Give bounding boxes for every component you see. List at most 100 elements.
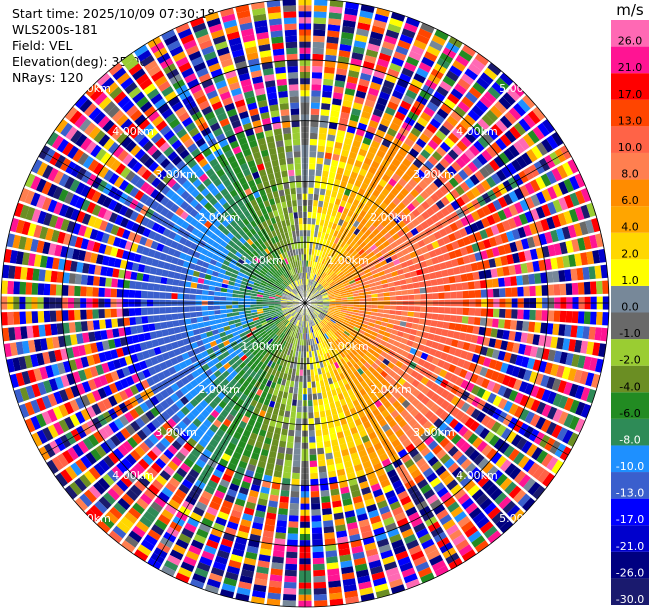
gate-cell: [292, 466, 300, 474]
gate-cell: [350, 145, 360, 154]
gate-cell: [366, 446, 375, 455]
gate-cell: [355, 335, 362, 341]
gate-cell: [347, 440, 356, 449]
gate-cell: [310, 478, 319, 486]
gate-cell: [381, 188, 390, 197]
gate-cell: [457, 78, 471, 91]
gate-cell: [335, 300, 342, 303]
gate-cell: [238, 486, 249, 496]
gate-cell: [490, 328, 498, 338]
gate-cell: [577, 355, 586, 369]
gate-cell: [376, 284, 383, 290]
gate-cell: [80, 286, 87, 297]
gate-cell: [493, 308, 500, 318]
gate-cell: [263, 474, 273, 483]
gate-cell: [435, 200, 445, 210]
gate-cell: [388, 396, 397, 405]
gate-cell: [195, 289, 203, 295]
gate-cell: [413, 73, 426, 84]
gate-cell: [513, 452, 525, 465]
gate-cell: [447, 93, 460, 105]
gate-cell: [385, 168, 394, 178]
gate-cell: [559, 310, 567, 323]
gate-cell: [525, 397, 535, 410]
gate-cell: [440, 196, 450, 206]
gate-cell: [565, 240, 574, 254]
gate-cell: [365, 341, 373, 348]
gate-cell: [332, 334, 339, 340]
gate-cell: [306, 315, 309, 322]
gate-cell: [502, 266, 510, 276]
gate-cell: [329, 0, 344, 8]
gate-cell: [385, 257, 393, 264]
gate-cell: [345, 328, 352, 334]
gate-cell: [522, 94, 536, 109]
gate-cell: [318, 133, 327, 141]
gate-cell: [299, 375, 303, 382]
gate-cell: [232, 503, 244, 513]
gate-cell: [322, 170, 329, 178]
gate-cell: [359, 295, 366, 299]
gate-cell: [552, 270, 560, 283]
gate-cell: [331, 190, 338, 198]
gate-cell: [464, 462, 477, 475]
gate-cell: [455, 315, 463, 323]
gate-cell: [334, 141, 343, 150]
gate-cell: [311, 381, 316, 388]
gate-cell: [287, 539, 298, 547]
gate-cell: [313, 29, 326, 37]
gate-cell: [329, 299, 336, 301]
gate-cell: [319, 219, 325, 227]
gate-cell: [480, 415, 492, 427]
gate-cell: [323, 526, 335, 534]
gate-cell: [422, 236, 431, 245]
gate-cell: [202, 311, 209, 316]
gate-cell: [280, 366, 286, 373]
gate-cell: [576, 267, 584, 281]
gate-cell: [438, 292, 445, 299]
gate-cell: [99, 276, 106, 287]
gate-cell: [389, 62, 402, 73]
gate-cell: [429, 477, 442, 488]
gate-cell: [309, 157, 316, 164]
gate-cell: [357, 84, 368, 93]
gate-cell: [309, 351, 312, 358]
gate-cell: [316, 269, 321, 276]
gate-cell: [340, 213, 347, 221]
gate-cell: [421, 538, 435, 550]
gate-cell: [472, 326, 480, 335]
gate-cell: [351, 287, 359, 292]
gate-cell: [422, 128, 434, 139]
gate-cell: [343, 504, 354, 513]
gate-cell: [475, 493, 489, 506]
gate-cell: [424, 319, 432, 326]
gate-cell: [318, 278, 324, 284]
gate-cell: [313, 274, 317, 281]
gate-cell: [316, 295, 322, 299]
gate-cell: [285, 453, 293, 461]
gate-cell: [480, 179, 492, 191]
gate-cell: [390, 584, 406, 595]
gate-cell: [339, 372, 346, 380]
gate-cell: [440, 389, 450, 399]
gate-cell: [325, 359, 331, 366]
gate-cell: [342, 332, 349, 339]
gate-cell: [352, 140, 362, 148]
gate-cell: [327, 421, 335, 429]
gate-cell: [340, 241, 347, 248]
gate-cell: [333, 289, 340, 293]
gate-cell: [341, 31, 354, 40]
gate-cell: [336, 68, 348, 76]
gate-cell: [343, 243, 350, 250]
gate-cell: [335, 211, 342, 219]
gate-cell: [374, 583, 389, 593]
gate-cell: [417, 275, 425, 282]
gate-cell: [315, 243, 319, 250]
gate-cell: [323, 340, 328, 347]
gate-cell: [420, 431, 430, 442]
gate-cell: [446, 115, 459, 127]
gate-cell: [250, 304, 257, 308]
gate-cell: [322, 327, 328, 333]
gate-cell: [308, 308, 312, 314]
gate-cell: [532, 126, 545, 141]
